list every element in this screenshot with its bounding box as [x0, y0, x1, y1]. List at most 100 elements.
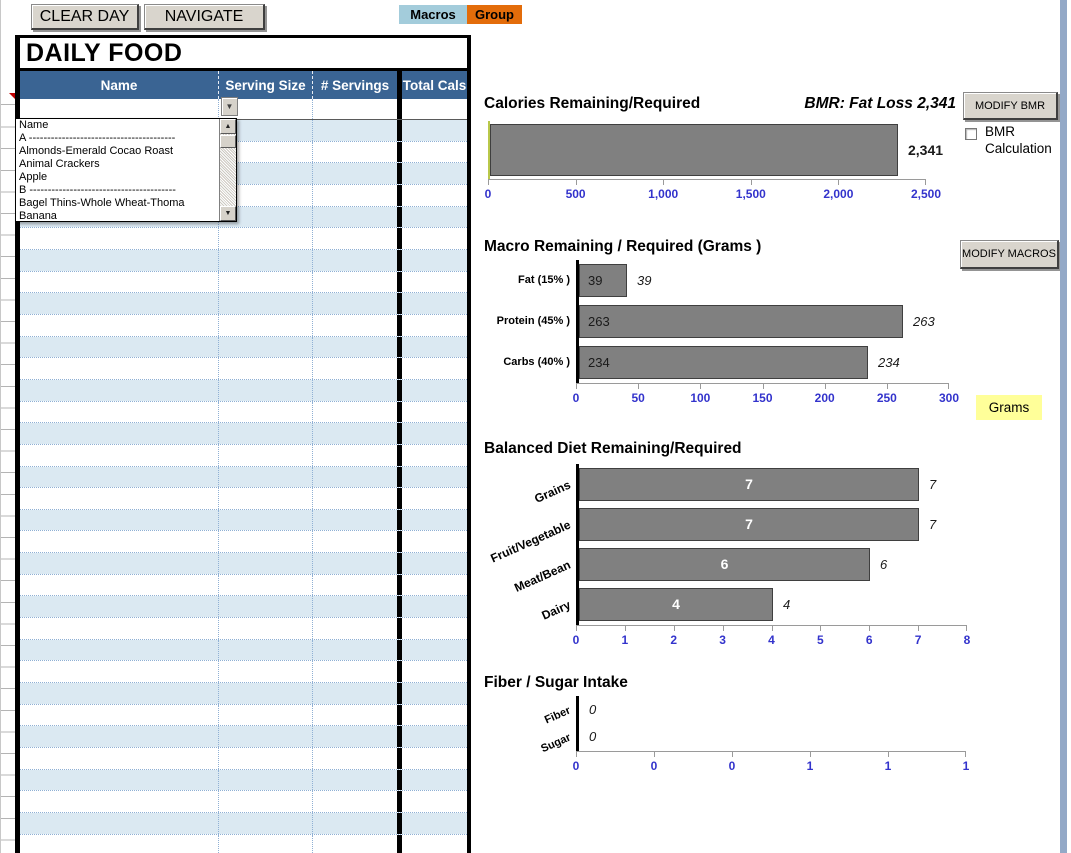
table-row[interactable] [20, 769, 467, 792]
table-cell[interactable] [313, 423, 397, 444]
table-cell[interactable] [402, 336, 467, 358]
table-cell[interactable] [313, 120, 397, 141]
table-cell[interactable] [20, 314, 219, 336]
table-cell[interactable] [219, 206, 313, 228]
table-cell[interactable] [219, 704, 313, 726]
table-cell[interactable] [402, 379, 467, 401]
table-cell[interactable] [402, 272, 467, 293]
table-cell[interactable] [20, 99, 219, 119]
table-row[interactable] [20, 314, 467, 337]
table-cell[interactable] [219, 683, 313, 704]
table-cell[interactable] [402, 423, 467, 444]
table-cell[interactable] [20, 726, 219, 748]
table-cell[interactable] [313, 791, 397, 812]
table-cell[interactable] [402, 358, 467, 379]
table-row[interactable] [20, 466, 467, 489]
dropdown-item[interactable]: Apple [19, 171, 48, 183]
name-cell-dropdown-button[interactable]: ▼ [221, 97, 238, 116]
table-cell[interactable] [219, 726, 313, 748]
table-cell[interactable] [402, 575, 467, 596]
table-cell[interactable] [402, 315, 467, 336]
table-cell[interactable] [402, 618, 467, 639]
table-cell[interactable] [313, 293, 397, 314]
table-cell[interactable] [20, 639, 219, 661]
table-row[interactable] [20, 596, 467, 619]
table-row[interactable] [20, 379, 467, 402]
clear-day-button[interactable]: CLEAR DAY [31, 4, 139, 30]
table-row[interactable] [20, 293, 467, 315]
table-cell[interactable] [20, 336, 219, 358]
table-cell[interactable] [219, 813, 313, 834]
table-cell[interactable] [313, 683, 397, 704]
table-cell[interactable] [219, 769, 313, 791]
table-cell[interactable] [219, 574, 313, 596]
table-cell[interactable] [313, 575, 397, 596]
bmr-calculation-checkbox[interactable] [965, 128, 977, 140]
table-cell[interactable] [313, 206, 397, 228]
table-cell[interactable] [20, 683, 219, 704]
table-cell[interactable] [313, 813, 397, 834]
table-cell[interactable] [313, 705, 397, 726]
table-cell[interactable] [313, 315, 397, 336]
table-cell[interactable] [20, 444, 219, 466]
table-cell[interactable] [313, 185, 397, 206]
table-cell[interactable] [219, 748, 313, 769]
table-cell[interactable] [402, 813, 467, 834]
table-cell[interactable] [219, 401, 313, 423]
table-cell[interactable] [313, 272, 397, 293]
table-cell[interactable] [313, 379, 397, 401]
table-cell[interactable] [20, 574, 219, 596]
table-cell[interactable] [219, 444, 313, 466]
table-cell[interactable] [219, 379, 313, 401]
table-row[interactable] [20, 639, 467, 662]
table-cell[interactable] [313, 99, 397, 119]
table-cell[interactable] [20, 661, 219, 683]
table-cell[interactable] [219, 553, 313, 574]
table-cell[interactable] [402, 596, 467, 618]
table-cell[interactable] [219, 184, 313, 206]
table-row[interactable] [20, 661, 467, 684]
table-cell[interactable] [402, 509, 467, 531]
table-cell[interactable] [402, 769, 467, 791]
table-row[interactable] [20, 509, 467, 532]
table-cell[interactable] [219, 99, 313, 119]
table-cell[interactable] [219, 639, 313, 661]
table-row[interactable] [20, 748, 467, 770]
table-cell[interactable] [313, 726, 397, 748]
dropdown-item[interactable]: B --------------------------------------… [19, 184, 176, 196]
table-cell[interactable] [313, 358, 397, 379]
dropdown-item[interactable]: Name [19, 119, 49, 131]
table-cell[interactable] [402, 228, 467, 249]
table-row[interactable] [20, 401, 467, 424]
table-row[interactable] [20, 531, 467, 554]
table-cell[interactable] [313, 553, 397, 574]
modify-bmr-button[interactable]: MODIFY BMR [963, 92, 1058, 120]
table-cell[interactable] [313, 249, 397, 271]
table-cell[interactable] [313, 531, 397, 552]
table-cell[interactable] [219, 509, 313, 531]
table-cell[interactable] [219, 618, 313, 639]
table-cell[interactable] [219, 488, 313, 509]
scrollbar-thumb[interactable] [220, 135, 236, 148]
table-cell[interactable] [402, 163, 467, 184]
table-row[interactable] [20, 228, 467, 250]
dropdown-item[interactable]: A --------------------------------------… [19, 132, 176, 144]
dropdown-item[interactable]: Bagel Thins-Whole Wheat-Thoma [19, 197, 185, 209]
scroll-up-icon[interactable]: ▲ [220, 119, 236, 134]
table-cell[interactable] [20, 769, 219, 791]
table-cell[interactable] [313, 509, 397, 531]
table-row[interactable] [20, 813, 467, 835]
table-cell[interactable] [313, 618, 397, 639]
table-cell[interactable] [402, 142, 467, 163]
table-cell[interactable] [20, 466, 219, 488]
table-cell[interactable] [20, 423, 219, 444]
table-row[interactable] [20, 574, 467, 597]
table-cell[interactable] [402, 661, 467, 682]
table-cell[interactable] [402, 445, 467, 466]
table-cell[interactable] [20, 401, 219, 423]
table-cell[interactable] [20, 249, 219, 271]
table-cell[interactable] [402, 639, 467, 661]
navigate-button[interactable]: NAVIGATE [144, 4, 265, 30]
table-cell[interactable] [402, 683, 467, 704]
table-cell[interactable] [313, 445, 397, 466]
